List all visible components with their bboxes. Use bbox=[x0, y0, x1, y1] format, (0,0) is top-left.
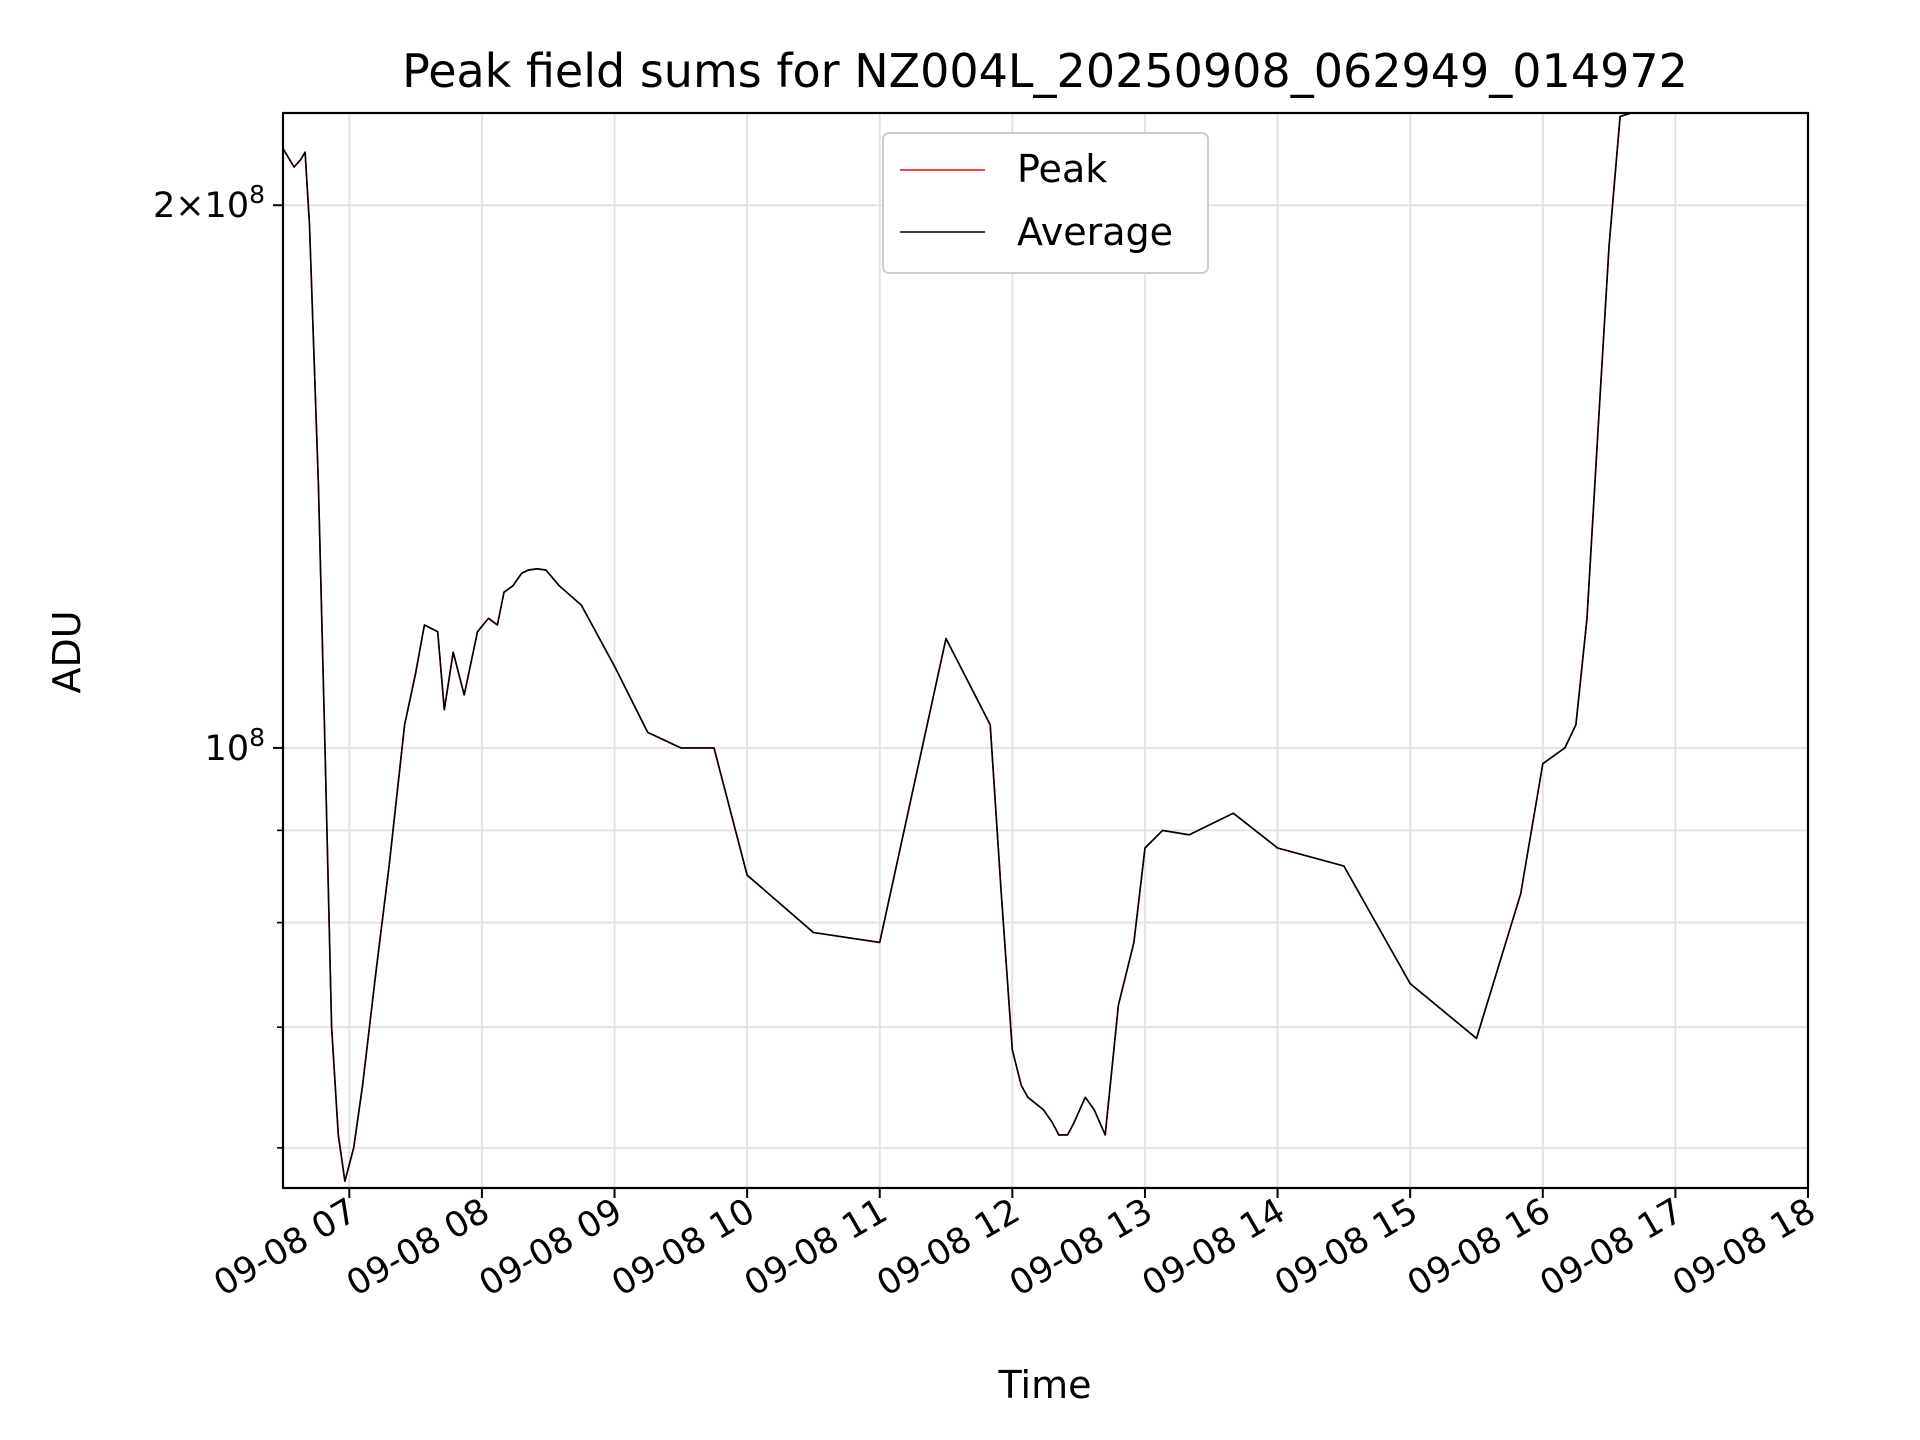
chart-title: Peak field sums for NZ004L_20250908_0629… bbox=[402, 44, 1688, 98]
legend-frame bbox=[882, 132, 1209, 274]
legend: Peak Average bbox=[882, 132, 1209, 274]
plot-area-frame bbox=[281, 111, 1810, 1190]
legend-label-average: Average bbox=[1017, 210, 1173, 254]
x-axis-label: Time bbox=[998, 1363, 1092, 1407]
y-tick-label: 2×108 bbox=[153, 180, 265, 226]
legend-label-peak: Peak bbox=[1017, 147, 1107, 191]
y-axis-label: ADU bbox=[45, 610, 89, 693]
grid-lines bbox=[283, 113, 1808, 1188]
y-axis: 2×108 108 bbox=[153, 180, 283, 1149]
y-tick-label: 108 bbox=[205, 723, 265, 769]
